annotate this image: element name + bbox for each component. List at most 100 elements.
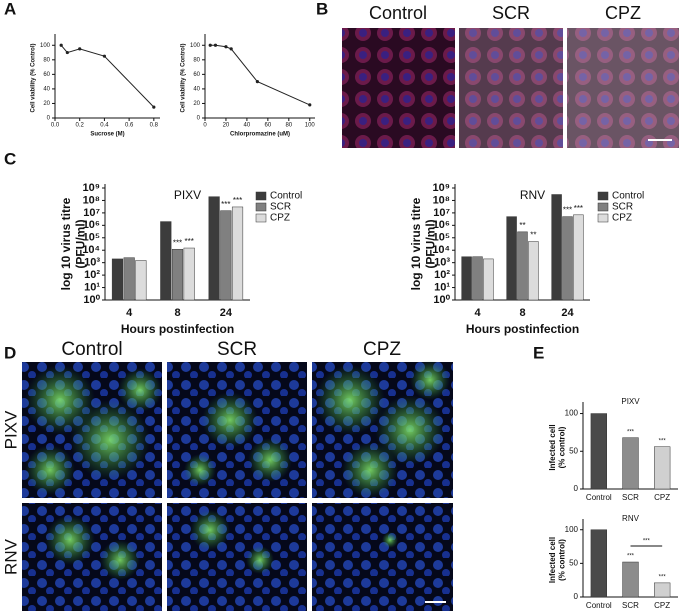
y-tick-label: 10¹ [84,281,100,293]
y-tick-label: 10⁷ [83,207,100,219]
bar [654,582,671,598]
x-tick-label: 4 [126,307,133,319]
bar [590,413,608,490]
y-tick-label: 10⁶ [83,219,100,231]
bar [111,258,124,301]
y-tick-label: 10⁰ [83,294,100,306]
micrograph [342,28,455,148]
bar [472,256,483,301]
column-label: CPZ [363,339,401,360]
point [102,54,107,58]
bar [160,221,172,301]
x-axis-label: Chlorpromazine (uM) [230,132,290,138]
significance: ** [530,231,536,240]
x-tick-label: 100 [305,123,316,129]
x-tick-label: 0 [203,123,207,129]
y-tick-label: 100 [565,525,579,534]
y-tick-label: 20 [43,101,50,107]
green-stain [25,360,450,580]
y-axis-label: (% control) [558,539,567,581]
significance: *** [627,429,635,435]
y-axis-label: (PFU/ml) [424,219,438,268]
bar [622,561,639,598]
significance: *** [574,204,583,213]
bar [183,247,195,301]
y-tick-label: 10⁶ [433,219,450,231]
significance: *** [627,554,635,560]
micrograph [167,503,307,611]
bar [231,206,244,301]
y-tick-label: 10⁸ [83,194,100,206]
legend-label: CPZ [612,213,632,224]
micrographs-d [22,360,453,611]
panel-letter: C [4,149,16,168]
point [59,43,63,47]
y-axis-label: Infected cell [548,424,557,470]
significance: *** [659,438,667,444]
y-tick-label: 10³ [434,257,450,269]
x-tick-label: 0.6 [125,123,134,129]
x-axis-label: Sucrose (M) [90,132,124,138]
significance: *** [185,237,194,246]
point [213,43,218,47]
significance: *** [563,206,572,215]
x-tick-label: 0.8 [150,123,159,129]
bar [551,194,562,301]
y-tick-label: 10⁵ [433,232,450,244]
y-axis-label: (PFU/ml) [74,219,88,268]
y-tick-label: 50 [569,558,578,567]
bar [562,216,573,301]
legend-swatch [255,202,267,212]
point [65,50,69,55]
x-tick-label: 24 [220,307,233,319]
y-axis-label: Infected cell [548,537,557,583]
point [208,43,212,47]
legend-label: CPZ [270,213,290,224]
x-tick-label: 20 [223,123,230,129]
panel-letter: E [533,343,544,362]
significance: *** [173,238,182,247]
bar [528,241,539,301]
point [229,47,233,51]
y-axis-label: Cell viability (% Control) [181,43,187,112]
legend-label: SCR [270,202,291,213]
micrograph [567,28,679,148]
x-tick-label: SCR [622,601,639,610]
point [224,45,228,49]
line [210,44,310,106]
legend-label: SCR [612,202,633,213]
x-tick-label: 8 [174,307,180,319]
x-tick-label: Control [586,601,612,610]
significance: *** [643,539,651,545]
bar [461,256,472,301]
bar [590,529,608,598]
x-tick-label: Control [586,493,612,502]
legend-label: Control [270,191,302,202]
x-tick-label: SCR [622,493,639,502]
y-tick-label: 10² [84,269,100,281]
y-tick-label: 10³ [84,257,100,269]
bar [220,210,232,301]
y-tick-label: 10⁷ [433,207,450,219]
y-tick-label: 0 [574,484,579,493]
y-tick-label: 20 [193,101,200,107]
y-tick-label: 40 [43,86,50,92]
x-tick-label: 60 [265,123,272,129]
legend-swatch [255,191,267,201]
significance: *** [233,196,242,205]
y-tick-label: 50 [569,446,578,455]
bar [208,196,220,301]
y-tick-label: 100 [190,43,201,49]
x-tick-label: 0.2 [76,123,85,129]
y-axis-label: Cell viability (% Control) [31,43,37,112]
column-label: Control [61,339,122,360]
panel-letter: D [4,343,16,362]
column-label: Control [369,3,427,23]
x-tick-label: 80 [285,123,292,129]
y-tick-label: 80 [43,57,50,63]
y-tick-label: 0 [197,116,201,122]
significance: ** [519,221,525,230]
column-label: SCR [492,3,530,23]
point [255,80,259,84]
x-tick-label: 0.0 [51,123,60,129]
